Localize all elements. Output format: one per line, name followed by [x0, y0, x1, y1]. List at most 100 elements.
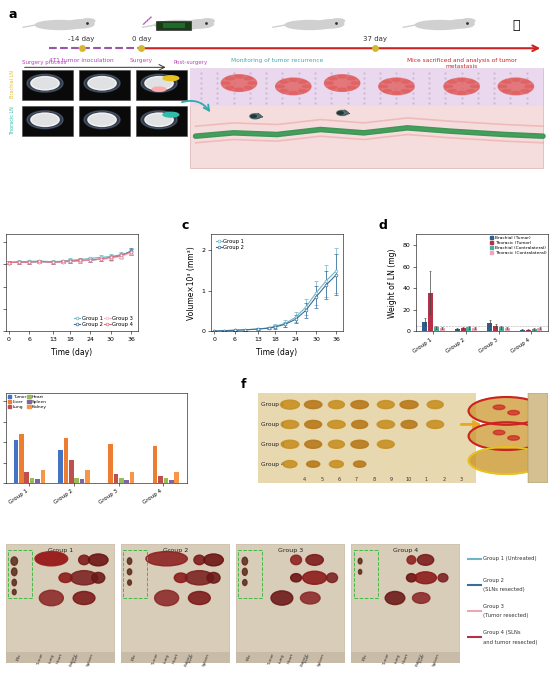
Circle shape: [461, 19, 475, 23]
Circle shape: [470, 85, 479, 87]
Text: 3: 3: [460, 477, 463, 482]
Ellipse shape: [222, 74, 257, 91]
Ellipse shape: [508, 436, 520, 440]
Ellipse shape: [84, 111, 120, 129]
Ellipse shape: [329, 440, 345, 448]
Circle shape: [280, 89, 288, 92]
Text: Liver: Liver: [304, 653, 311, 663]
Ellipse shape: [351, 401, 368, 409]
FancyBboxPatch shape: [258, 393, 476, 483]
FancyBboxPatch shape: [22, 106, 74, 136]
Bar: [472, 328, 477, 332]
Bar: [58, 450, 63, 483]
Ellipse shape: [281, 440, 299, 448]
Text: 5: 5: [536, 431, 540, 436]
Bar: [109, 444, 113, 483]
Bar: [8, 550, 32, 598]
Text: 🔬: 🔬: [512, 18, 520, 32]
FancyBboxPatch shape: [136, 106, 187, 136]
Ellipse shape: [407, 573, 416, 582]
Ellipse shape: [401, 420, 417, 429]
FancyBboxPatch shape: [236, 544, 345, 663]
Ellipse shape: [327, 573, 337, 582]
Ellipse shape: [175, 573, 187, 582]
FancyBboxPatch shape: [156, 22, 191, 30]
Ellipse shape: [306, 554, 324, 565]
Ellipse shape: [385, 592, 405, 605]
Bar: [125, 480, 129, 483]
Circle shape: [466, 81, 475, 83]
Ellipse shape: [84, 74, 120, 92]
Ellipse shape: [493, 405, 505, 410]
Ellipse shape: [469, 447, 544, 474]
Ellipse shape: [280, 400, 299, 409]
Ellipse shape: [444, 78, 479, 95]
Ellipse shape: [27, 111, 63, 129]
Ellipse shape: [414, 572, 437, 584]
Ellipse shape: [402, 421, 417, 429]
Bar: [499, 327, 504, 332]
Text: 8: 8: [373, 477, 376, 482]
Text: 5: 5: [320, 477, 324, 482]
Text: Kidney: Kidney: [300, 653, 308, 668]
Ellipse shape: [31, 77, 59, 90]
Text: (Tumor resected): (Tumor resected): [483, 613, 529, 618]
Text: Lung: Lung: [393, 653, 401, 663]
Bar: [74, 478, 79, 483]
Ellipse shape: [428, 421, 444, 429]
Ellipse shape: [250, 114, 261, 118]
Text: Lung: Lung: [48, 653, 55, 663]
Ellipse shape: [493, 431, 505, 435]
Circle shape: [406, 85, 413, 87]
Ellipse shape: [243, 580, 247, 586]
Text: and tumor resected): and tumor resected): [483, 640, 537, 645]
Text: Group 4 (SLNs: Group 4 (SLNs: [483, 630, 521, 635]
Circle shape: [276, 85, 284, 87]
Bar: [505, 328, 510, 332]
X-axis label: Time (day): Time (day): [51, 347, 93, 357]
Text: Tumor: Tumor: [267, 653, 275, 666]
Text: LNs: LNs: [361, 653, 368, 661]
Text: 2: 2: [442, 477, 445, 482]
Ellipse shape: [276, 78, 311, 95]
Circle shape: [225, 86, 234, 89]
Ellipse shape: [378, 441, 394, 448]
Ellipse shape: [337, 110, 347, 116]
Text: (SLNs resected): (SLNs resected): [483, 587, 525, 592]
Text: Group 1: Group 1: [261, 402, 284, 407]
Text: Spleen: Spleen: [317, 653, 325, 668]
Text: Lung: Lung: [163, 653, 170, 663]
Ellipse shape: [155, 20, 204, 30]
Ellipse shape: [351, 440, 368, 448]
Circle shape: [235, 88, 243, 91]
Ellipse shape: [127, 580, 131, 585]
Circle shape: [392, 91, 401, 94]
Ellipse shape: [282, 421, 299, 429]
Bar: [119, 478, 124, 483]
Bar: [455, 329, 460, 332]
Ellipse shape: [353, 461, 366, 467]
Y-axis label: Volume×10³ (mm³): Volume×10³ (mm³): [187, 246, 196, 320]
Ellipse shape: [188, 592, 211, 605]
Bar: [130, 472, 134, 483]
Circle shape: [329, 86, 337, 89]
Text: Group 2: Group 2: [483, 577, 504, 583]
Text: Kidney: Kidney: [415, 653, 423, 668]
Ellipse shape: [307, 462, 320, 467]
Ellipse shape: [355, 462, 366, 467]
Ellipse shape: [358, 569, 362, 574]
Bar: [169, 480, 173, 483]
Circle shape: [448, 89, 456, 92]
Circle shape: [338, 88, 346, 91]
Circle shape: [383, 81, 391, 83]
Ellipse shape: [12, 580, 17, 586]
Ellipse shape: [306, 441, 322, 448]
Bar: [526, 330, 531, 332]
Text: Heart: Heart: [57, 653, 64, 665]
Ellipse shape: [242, 557, 248, 565]
Text: Group 3: Group 3: [261, 442, 284, 447]
FancyBboxPatch shape: [121, 651, 230, 663]
Text: Group 3: Group 3: [278, 548, 303, 553]
Text: Heart: Heart: [172, 653, 179, 665]
Ellipse shape: [27, 74, 63, 92]
